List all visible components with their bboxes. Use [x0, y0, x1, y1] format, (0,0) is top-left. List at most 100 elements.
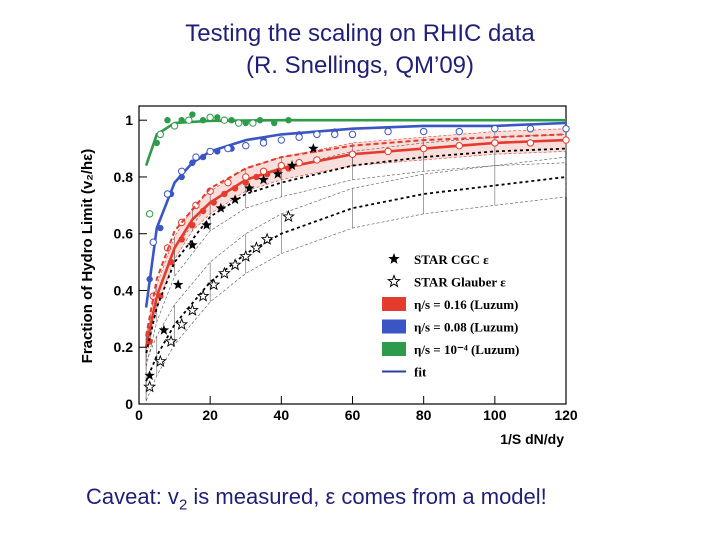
caveat-text-end: is measured, ε comes from a model!	[187, 484, 547, 509]
y-tick-label: 0.2	[114, 339, 134, 355]
data-point	[149, 238, 157, 246]
data-point	[145, 210, 154, 218]
data-point	[192, 153, 200, 161]
data-point	[562, 125, 570, 133]
data-point	[206, 147, 214, 156]
data-point-star	[158, 324, 170, 335]
data-point-star	[308, 143, 319, 153]
data-point-star	[217, 266, 231, 279]
y-tick-label: 0.6	[114, 226, 134, 242]
legend-entry: η/s = 0.16 (Luzum)	[382, 297, 518, 312]
series-9	[145, 133, 567, 337]
data-point	[206, 113, 214, 122]
legend-entry: STAR CGC ε	[388, 252, 489, 267]
data-point	[242, 179, 249, 186]
legend-marker-box	[382, 297, 406, 311]
x-tick-label: 0	[135, 407, 143, 423]
data-point	[210, 199, 217, 206]
data-point	[224, 144, 232, 153]
data-point	[224, 178, 232, 187]
caveat-note: Caveat: v2 is measured, ε comes from a m…	[86, 484, 547, 513]
data-point	[228, 116, 235, 124]
series-line-dashed	[145, 133, 567, 337]
data-point	[178, 173, 185, 181]
data-point-star	[215, 202, 227, 213]
data-point-star	[260, 232, 274, 245]
data-point	[455, 127, 463, 136]
series-layer	[143, 111, 570, 393]
data-point	[199, 207, 207, 215]
series-0	[144, 118, 566, 167]
data-point	[295, 159, 303, 167]
data-point-star	[196, 289, 210, 302]
series-4	[146, 128, 338, 283]
data-point	[455, 142, 463, 150]
data-point	[189, 159, 196, 166]
data-point-star	[286, 160, 298, 170]
data-point	[259, 167, 268, 175]
data-point	[220, 116, 229, 124]
data-point	[242, 119, 249, 127]
uncertainty-bands	[145, 128, 567, 402]
data-point	[231, 185, 239, 192]
slide-title-line1: Testing the scaling on RHIC data	[185, 20, 535, 47]
slide-title-line2: (R. Snellings, QM’09)	[245, 52, 475, 79]
data-point-star	[153, 354, 167, 367]
data-point	[167, 258, 175, 266]
x-tick-label: 60	[345, 407, 361, 423]
chart-figure: 0 20 40 60 80 100 120 0 0.2 0.4 0.6 0.8 1 Fraction o…	[64, 104, 582, 456]
legend-label: η/s = 0.08 (Luzum)	[414, 320, 518, 335]
legend-entry: STAR Glauber ε	[386, 274, 506, 290]
data-point	[271, 119, 278, 127]
legend-entry: η/s = 10⁻⁴ (Luzum)	[382, 342, 519, 357]
data-point	[491, 125, 499, 133]
series-3	[144, 121, 567, 308]
data-point	[256, 116, 264, 124]
data-point	[491, 139, 499, 147]
legend-marker-star	[386, 274, 402, 288]
data-point	[242, 173, 250, 181]
data-point	[156, 130, 165, 139]
data-point	[178, 116, 185, 124]
legend-marker-box	[382, 342, 406, 356]
data-point	[214, 114, 221, 121]
data-point	[348, 130, 357, 139]
series-line	[144, 118, 566, 167]
data-point	[153, 139, 160, 147]
data-point	[163, 190, 172, 198]
series-7	[146, 159, 303, 345]
x-tick-label: 80	[416, 407, 432, 423]
data-point-star	[249, 241, 263, 254]
data-point	[157, 224, 164, 232]
legend-label: η/s = 10⁻⁴ (Luzum)	[414, 342, 519, 357]
slide-title: Testing the scaling on RHIC data (R. Sne…	[0, 18, 720, 82]
data-point-star	[258, 174, 269, 185]
x-tick-label: 40	[274, 407, 290, 423]
series-line	[144, 138, 567, 348]
x-tick-label: 100	[483, 407, 507, 423]
legend-entry: fit	[382, 365, 427, 380]
data-point	[221, 190, 228, 198]
caveat-text-start: Caveat: v	[86, 484, 179, 509]
data-point	[562, 136, 570, 144]
caveat-subscript: 2	[178, 496, 188, 514]
series-13	[143, 209, 295, 393]
series-6	[144, 138, 567, 348]
data-point	[384, 127, 392, 136]
y-tick-label: 1	[125, 112, 133, 128]
data-point	[295, 133, 303, 141]
axes-layer: 0 20 40 60 80 100 120 0 0.2 0.4 0.6 0.8 1	[114, 112, 578, 423]
data-point-star	[164, 334, 178, 348]
data-point-star	[272, 168, 283, 179]
series-12	[144, 143, 319, 381]
series-line	[144, 121, 567, 308]
data-point	[178, 236, 185, 243]
data-point	[189, 111, 196, 118]
legend-marker-star	[388, 253, 400, 264]
data-point-star	[228, 258, 242, 271]
data-point	[199, 116, 207, 124]
legend-label: fit	[414, 365, 427, 380]
data-point	[164, 116, 171, 124]
data-point	[313, 130, 321, 139]
data-point	[384, 147, 392, 156]
